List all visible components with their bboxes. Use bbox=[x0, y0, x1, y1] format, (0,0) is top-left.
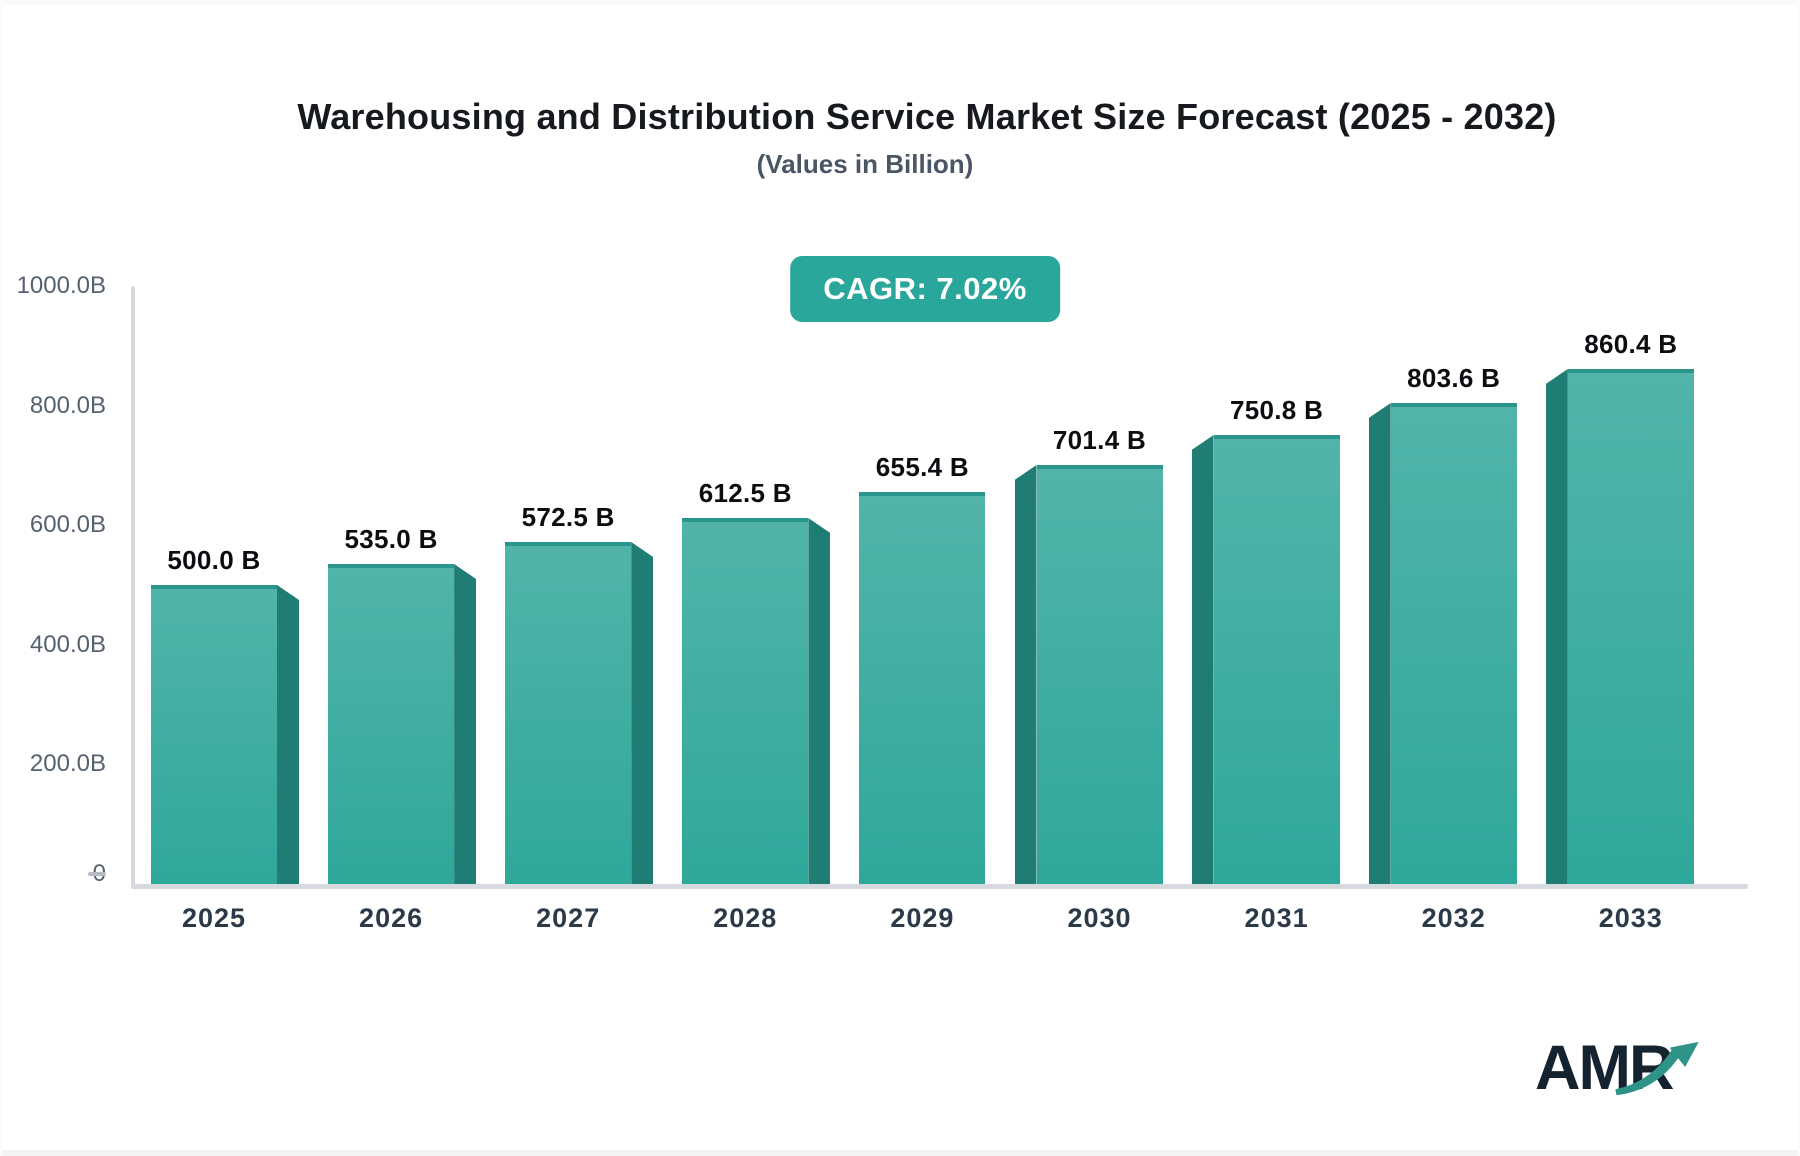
bar-value-label: 500.0 B bbox=[167, 545, 261, 575]
y-tick-label: 200.0B bbox=[29, 750, 106, 778]
page-top-border bbox=[2, 0, 1798, 5]
bar-side-face bbox=[454, 564, 477, 884]
bar-2026 bbox=[328, 564, 455, 884]
bar-top-edge bbox=[505, 542, 632, 546]
x-axis-label: 2029 bbox=[890, 903, 955, 933]
growth-arrow-icon bbox=[1615, 1041, 1699, 1096]
y-tick-label: 1000.0B bbox=[16, 272, 106, 299]
y-axis-line bbox=[131, 286, 135, 889]
x-axis-label: 2026 bbox=[359, 903, 424, 933]
bar-top-edge bbox=[1036, 465, 1163, 469]
chart-subtitle: (Values in Billion) bbox=[756, 149, 974, 179]
x-axis-label: 2027 bbox=[536, 903, 601, 933]
page-bottom-border bbox=[2, 1150, 1798, 1156]
bar-top-edge bbox=[1567, 369, 1694, 373]
bar-value-label: 860.4 B bbox=[1584, 329, 1678, 359]
bar-value-label: 535.0 B bbox=[344, 524, 438, 554]
bar-top-edge bbox=[859, 492, 986, 496]
x-axis-label: 2025 bbox=[181, 903, 247, 933]
bar-side-face bbox=[1191, 435, 1214, 884]
x-axis-label: 2028 bbox=[713, 903, 778, 933]
bar-top-edge bbox=[1213, 435, 1340, 439]
bar-side-face bbox=[808, 518, 831, 884]
bar-2028 bbox=[682, 518, 809, 884]
bar-top-edge bbox=[151, 585, 277, 589]
bar-side-face bbox=[1014, 465, 1037, 884]
bar-value-label: 572.5 B bbox=[521, 502, 615, 532]
bar-value-label: 803.6 B bbox=[1407, 363, 1501, 393]
bar-top-edge bbox=[1390, 403, 1517, 407]
bar-2030 bbox=[1036, 465, 1163, 884]
x-axis-label: 2030 bbox=[1067, 903, 1132, 933]
bar-value-label: 701.4 B bbox=[1052, 425, 1147, 455]
bar-value-label: 612.5 B bbox=[698, 478, 792, 508]
bar-2027 bbox=[505, 542, 632, 884]
bar-side-face bbox=[1368, 403, 1391, 884]
bar-value-label: 655.4 B bbox=[875, 452, 969, 482]
y-tick-label: 800.0B bbox=[29, 391, 106, 419]
bar-value-label: 750.8 B bbox=[1230, 395, 1324, 425]
y-tick-label: 400.0B bbox=[29, 630, 106, 658]
bar-2025 bbox=[151, 585, 277, 884]
x-axis-label: 2031 bbox=[1244, 903, 1309, 933]
bar-2029 bbox=[859, 492, 986, 884]
bar-side-face bbox=[631, 542, 654, 884]
bar-side-face bbox=[277, 585, 299, 884]
bar-top-edge bbox=[328, 564, 455, 568]
bar-2033 bbox=[1567, 369, 1694, 884]
x-axis-label: 2033 bbox=[1598, 903, 1663, 933]
y-tick-label: 600.0B bbox=[29, 511, 106, 539]
x-axis-line bbox=[131, 884, 1748, 889]
chart-title: Warehousing and Distribution Service Mar… bbox=[297, 96, 1557, 137]
cagr-badge: CAGR: 7.02% bbox=[790, 256, 1060, 322]
y-tick-dash bbox=[88, 872, 106, 876]
bar-top-edge bbox=[682, 518, 809, 522]
amr-logo-text: AMR bbox=[1535, 1033, 1674, 1103]
bar-2031 bbox=[1213, 435, 1340, 884]
x-axis-label: 2032 bbox=[1421, 903, 1486, 933]
amr-logo: AMR bbox=[1535, 1032, 1715, 1104]
bar-2032 bbox=[1390, 403, 1517, 884]
bar-side-face bbox=[1545, 369, 1568, 884]
